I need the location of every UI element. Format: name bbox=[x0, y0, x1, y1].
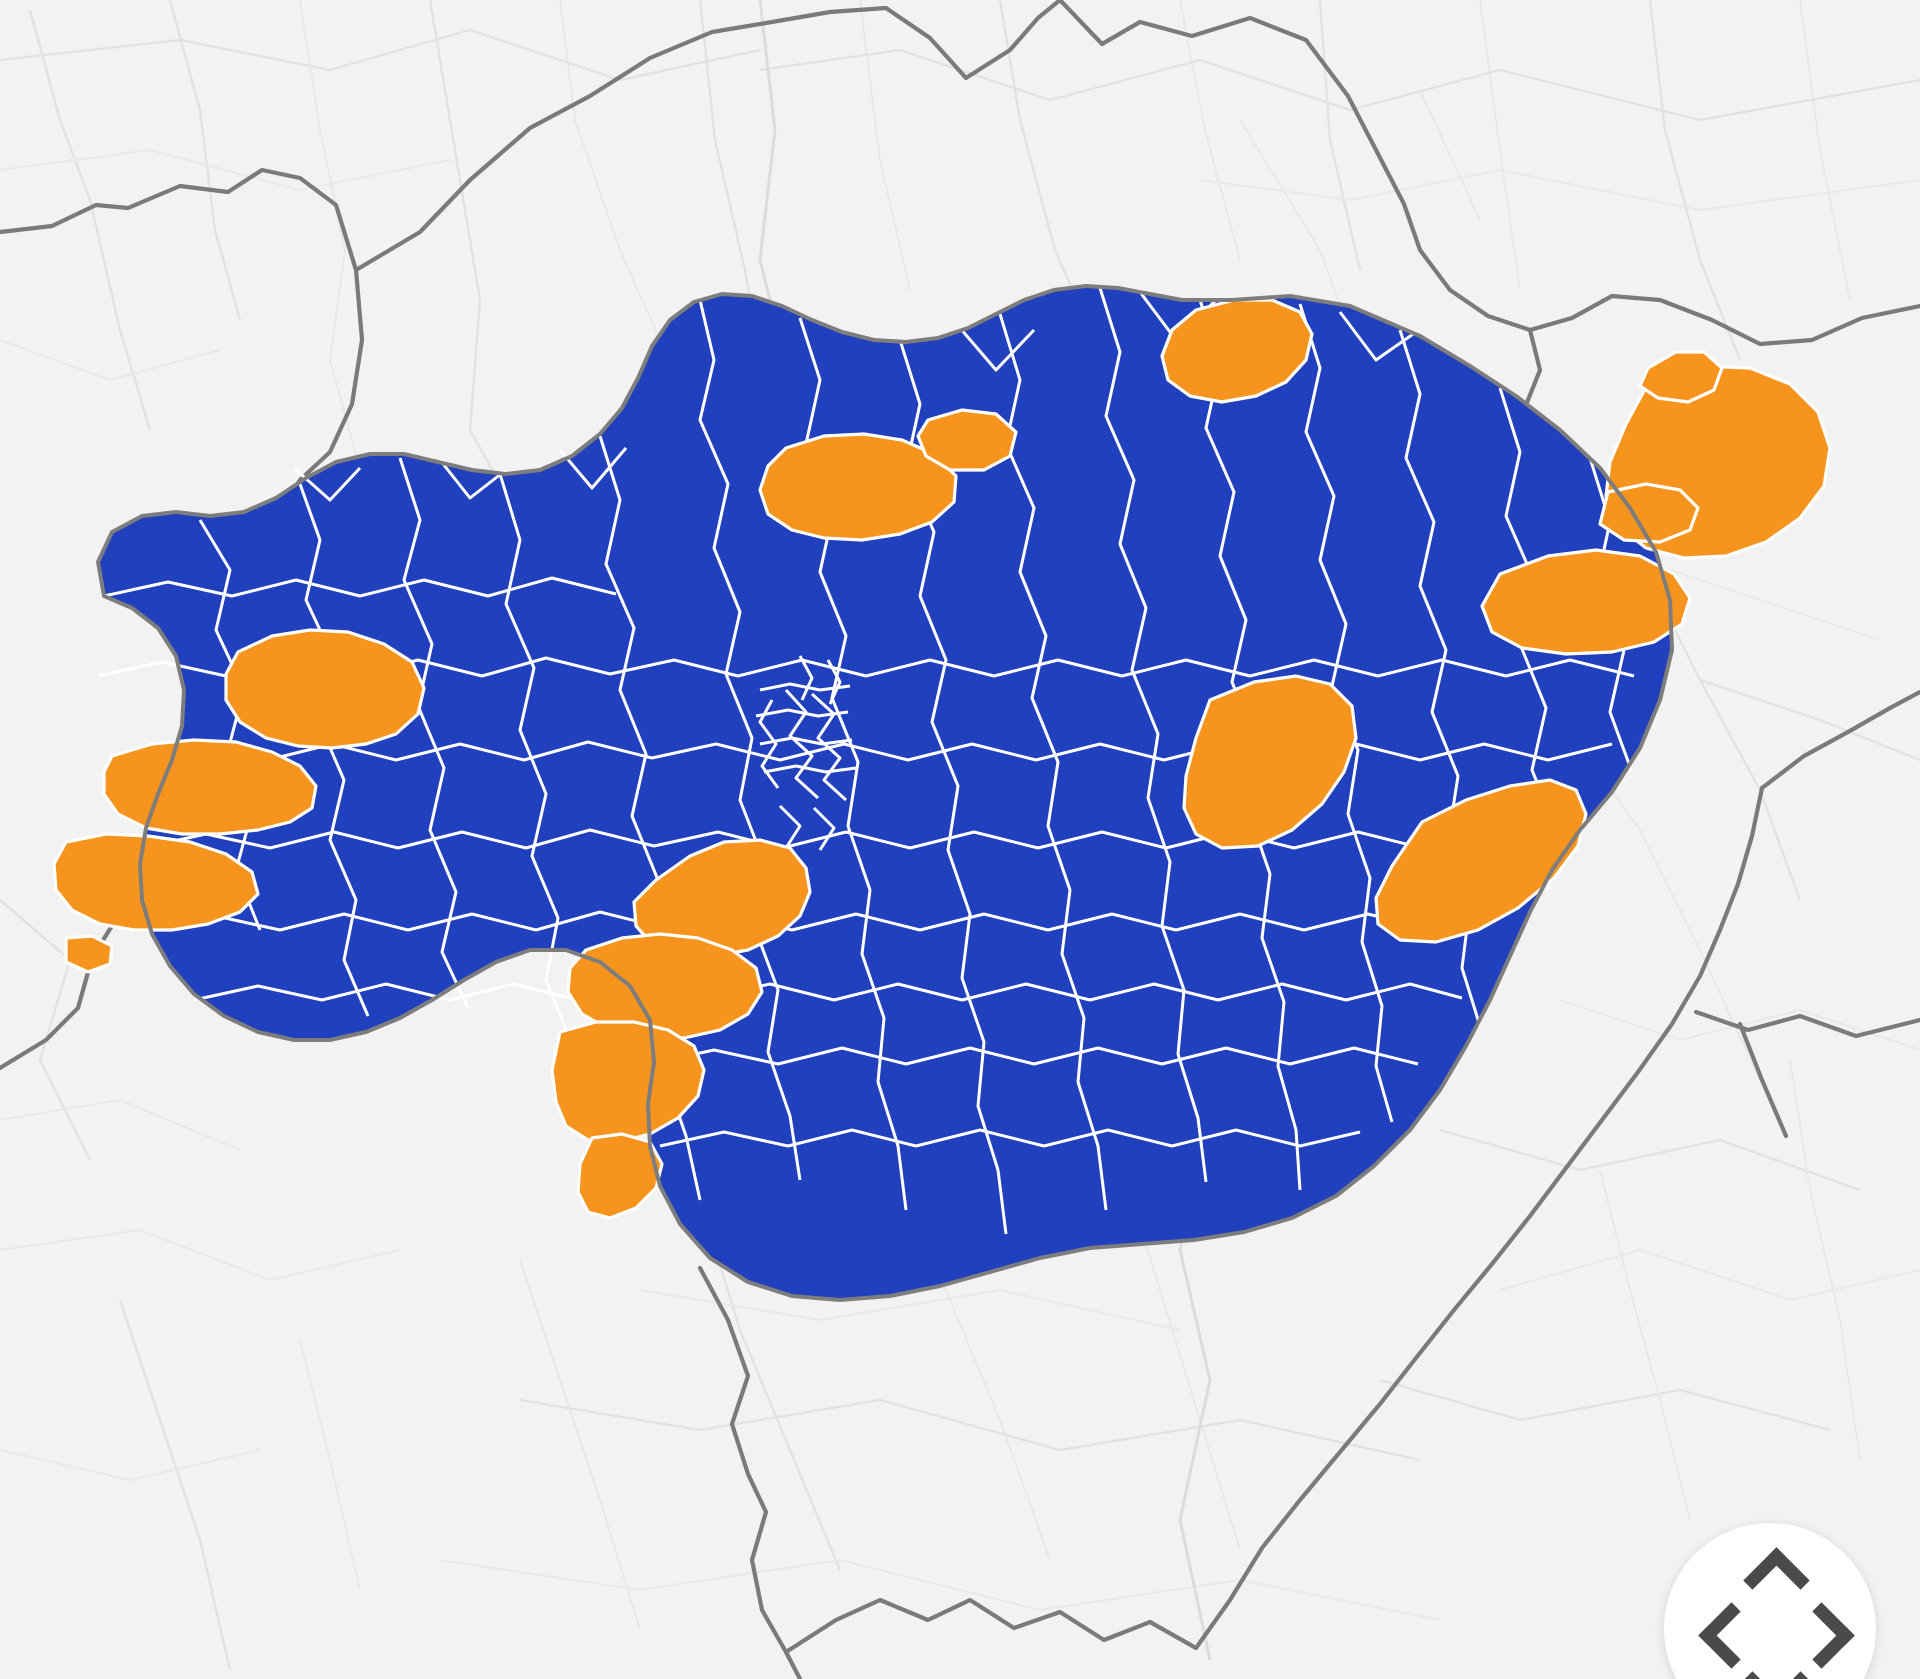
constituency-orange-west-1[interactable] bbox=[224, 628, 426, 750]
chevron-right-icon[interactable] bbox=[1788, 1602, 1855, 1669]
chevron-left-icon[interactable] bbox=[1698, 1602, 1765, 1669]
pan-control[interactable] bbox=[1664, 1523, 1876, 1679]
constituency-orange-centre-5[interactable] bbox=[576, 1132, 664, 1220]
country-outline bbox=[96, 284, 1674, 1302]
constituency-orange-east-2[interactable] bbox=[1638, 350, 1724, 404]
constituency-orange-west-2[interactable] bbox=[102, 738, 318, 836]
constituency-orange-west-4[interactable] bbox=[64, 934, 114, 974]
constituency-orange-centre-4[interactable] bbox=[550, 1020, 706, 1144]
constituency-group-orange[interactable] bbox=[52, 298, 1832, 1220]
constituency-orange-east-4[interactable] bbox=[1598, 482, 1700, 544]
constituency-orange-east-3[interactable] bbox=[1480, 548, 1692, 656]
constituency-orange-east-5[interactable] bbox=[1374, 778, 1588, 944]
constituency-orange-centre-3[interactable] bbox=[566, 932, 764, 1040]
constituency-orange-centre-1[interactable] bbox=[1182, 674, 1358, 850]
constituency-orange-north-2[interactable] bbox=[916, 408, 1018, 472]
constituency-orange-west-3[interactable] bbox=[52, 832, 260, 932]
constituency-orange-north-1[interactable] bbox=[758, 432, 958, 542]
constituency-orange-north-3[interactable] bbox=[1160, 298, 1314, 404]
chevron-down-icon[interactable] bbox=[1743, 1647, 1810, 1679]
chevron-up-icon[interactable] bbox=[1743, 1547, 1810, 1614]
